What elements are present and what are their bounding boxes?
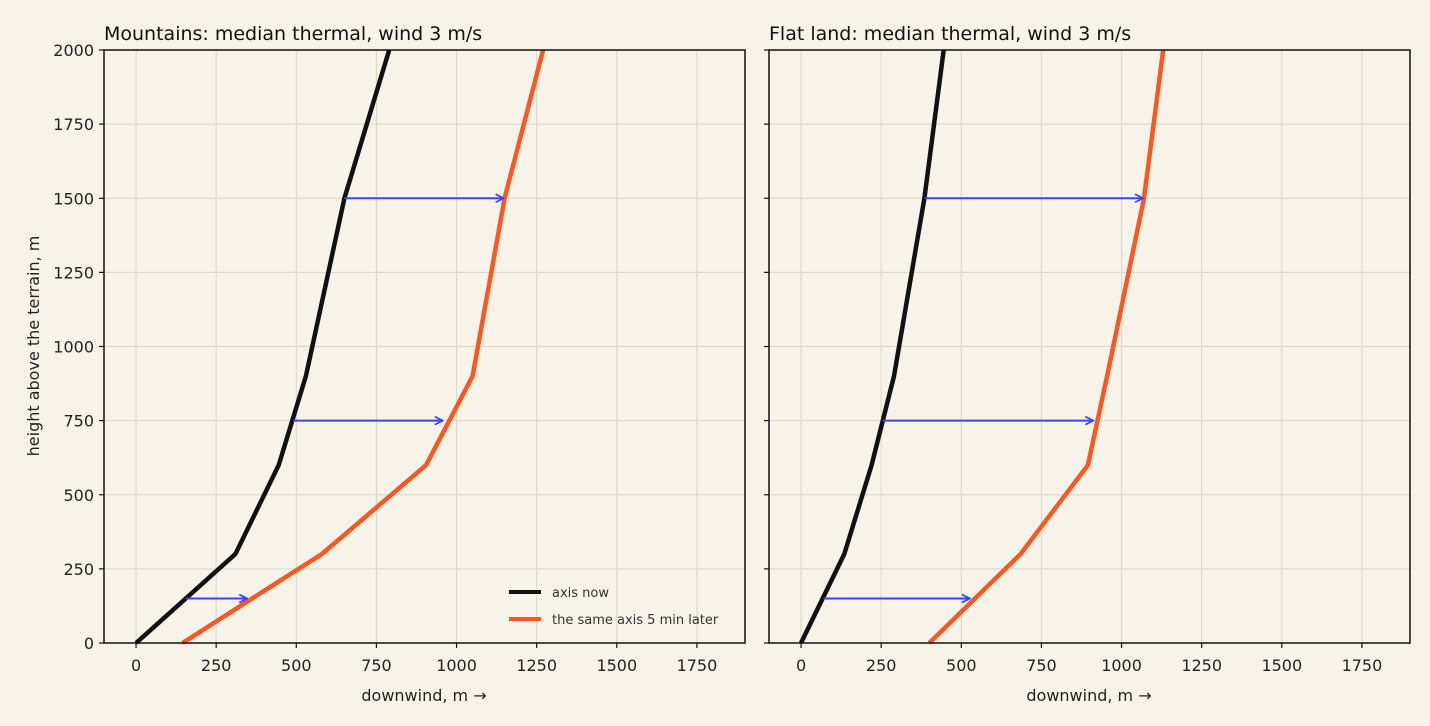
- x-tick-label: 1750: [1342, 656, 1383, 675]
- mountains-plot-area: 0 250 500 750 1000 1250 1500 1750 0 250 500 750 1000…: [53, 41, 746, 675]
- x-tick-label: 1000: [1101, 656, 1142, 675]
- legend-label-axis-later: the same axis 5 min later: [552, 613, 719, 628]
- y-tick-label: 0: [84, 634, 94, 653]
- x-tick-label: 1250: [1181, 656, 1222, 675]
- flat-land-x-axis-label: downwind, m →: [1026, 686, 1151, 705]
- series-line-axis-now: [134, 49, 392, 645]
- x-tick-label: 250: [201, 656, 232, 675]
- mountains-panel: 0 250 500 750 1000 1250 1500 1750 0 250 500 750 1000…: [24, 23, 746, 705]
- y-tick-label: 750: [63, 412, 94, 431]
- x-tick-label: 1500: [596, 656, 637, 675]
- y-tick-label: 1500: [53, 189, 94, 208]
- y-tick-label: 250: [63, 560, 94, 579]
- mountains-panel-title: Mountains: median thermal, wind 3 m/s: [104, 23, 482, 45]
- legend: axis now the same axis 5 min later: [509, 586, 719, 628]
- flat-land-panel-title: Flat land: median thermal, wind 3 m/s: [769, 23, 1131, 45]
- y-tick-label: 1000: [53, 338, 94, 357]
- x-tick-label: 0: [796, 656, 806, 675]
- x-tick-label: 1250: [516, 656, 557, 675]
- y-tick-label: 1750: [53, 115, 94, 134]
- legend-label-axis-now: axis now: [552, 586, 609, 601]
- x-tick-label: 0: [131, 656, 141, 675]
- x-tick-label: 750: [361, 656, 392, 675]
- x-tick-label: 750: [1026, 656, 1057, 675]
- x-tick-label: 1000: [436, 656, 477, 675]
- x-tick-label: 1500: [1261, 656, 1302, 675]
- y-tick-label: 1250: [53, 263, 94, 282]
- series-line-axis-later: [927, 49, 1166, 645]
- mountains-x-axis-label: downwind, m →: [361, 686, 486, 705]
- y-tick-label: 2000: [53, 41, 94, 60]
- x-tick-label: 500: [946, 656, 977, 675]
- x-tick-label: 250: [866, 656, 897, 675]
- x-tick-label: 1750: [677, 656, 718, 675]
- y-tick-label: 500: [63, 486, 94, 505]
- flat-land-panel: 0 250 500 750 1000 1250 1500 1750 Flat land: med…: [764, 23, 1411, 705]
- flat-land-plot-area: 0 250 500 750 1000 1250 1500 1750: [764, 49, 1411, 675]
- y-axis-label: height above the terrain, m: [24, 236, 43, 457]
- x-tick-label: 500: [281, 656, 312, 675]
- series-line-axis-later: [181, 49, 546, 645]
